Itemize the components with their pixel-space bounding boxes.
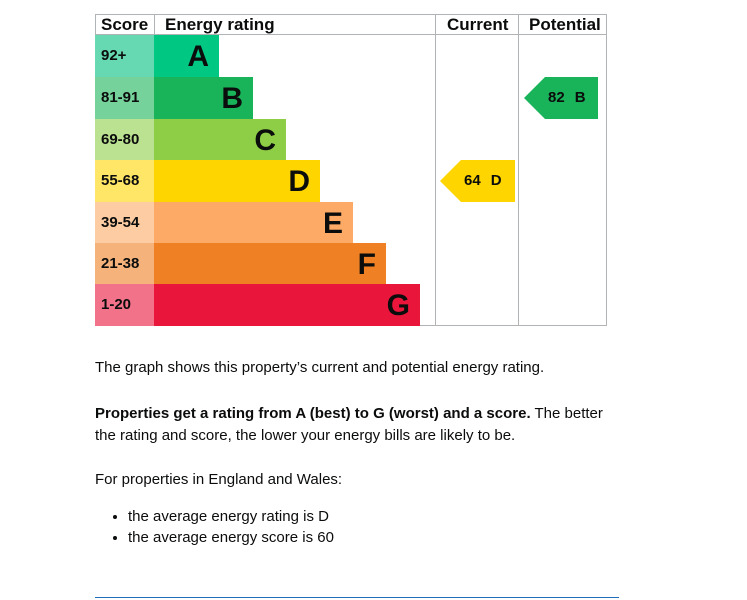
potential-rating-arrow: 82 B: [524, 77, 598, 119]
chart-top-border: [95, 14, 607, 15]
band-letter-e: E: [322, 207, 343, 240]
section-divider: [95, 597, 619, 598]
band-bar-a: A: [154, 35, 219, 77]
band-score-c: 69-80: [95, 119, 154, 161]
score-header: Score: [101, 15, 149, 34]
potential-score: 82: [548, 89, 565, 106]
score-column-divider: [154, 14, 155, 35]
list-item: the average energy rating is D: [128, 506, 334, 527]
average-list: the average energy rating is D the avera…: [95, 506, 334, 548]
band-score-e: 39-54: [95, 202, 154, 244]
band-bar-e: E: [154, 202, 353, 244]
band-letter-c: C: [254, 124, 276, 157]
current-header: Current: [447, 15, 509, 34]
band-bar-f: F: [154, 243, 386, 285]
band-score-a: 92+: [95, 35, 154, 77]
band-bar-d: D: [154, 160, 320, 202]
band-score-b: 81-91: [95, 77, 154, 119]
list-item: the average energy score is 60: [128, 527, 334, 548]
band-letter-f: F: [357, 248, 376, 281]
band-letter-d: D: [288, 165, 310, 198]
explanation-paragraph: The graph shows this property’s current …: [95, 359, 545, 376]
band-bar-b: B: [154, 77, 253, 119]
band-letter-a: A: [187, 40, 209, 73]
rating-scale-rest: The better the rating and score, the low…: [95, 405, 603, 444]
region-intro: For properties in England and Wales:: [95, 471, 343, 488]
band-letter-g: G: [386, 289, 410, 322]
current-score: 64: [464, 172, 481, 189]
current-letter: D: [490, 172, 502, 189]
band-score-f: 21-38: [95, 243, 154, 285]
energy-rating-chart: Score Energy rating Current Potential 92…: [95, 14, 607, 326]
band-bar-c: C: [154, 119, 286, 161]
chart-right-border: [606, 14, 607, 326]
potential-header: Potential: [529, 15, 601, 34]
band-score-g: 1-20: [95, 284, 154, 326]
current-rating-arrow: 64 D: [440, 160, 515, 202]
band-bar-g: G: [154, 284, 420, 326]
rating-scale-paragraph: Properties get a rating from A (best) to…: [95, 403, 625, 447]
current-column-divider: [435, 14, 436, 326]
potential-letter: B: [574, 89, 586, 106]
rating-scale-bold: Properties get a rating from A (best) to…: [95, 405, 531, 422]
energy-rating-header: Energy rating: [165, 15, 275, 34]
band-score-d: 55-68: [95, 160, 154, 202]
potential-column-divider: [518, 14, 519, 326]
chart-header-divider: [95, 34, 607, 35]
band-letter-b: B: [221, 82, 243, 115]
